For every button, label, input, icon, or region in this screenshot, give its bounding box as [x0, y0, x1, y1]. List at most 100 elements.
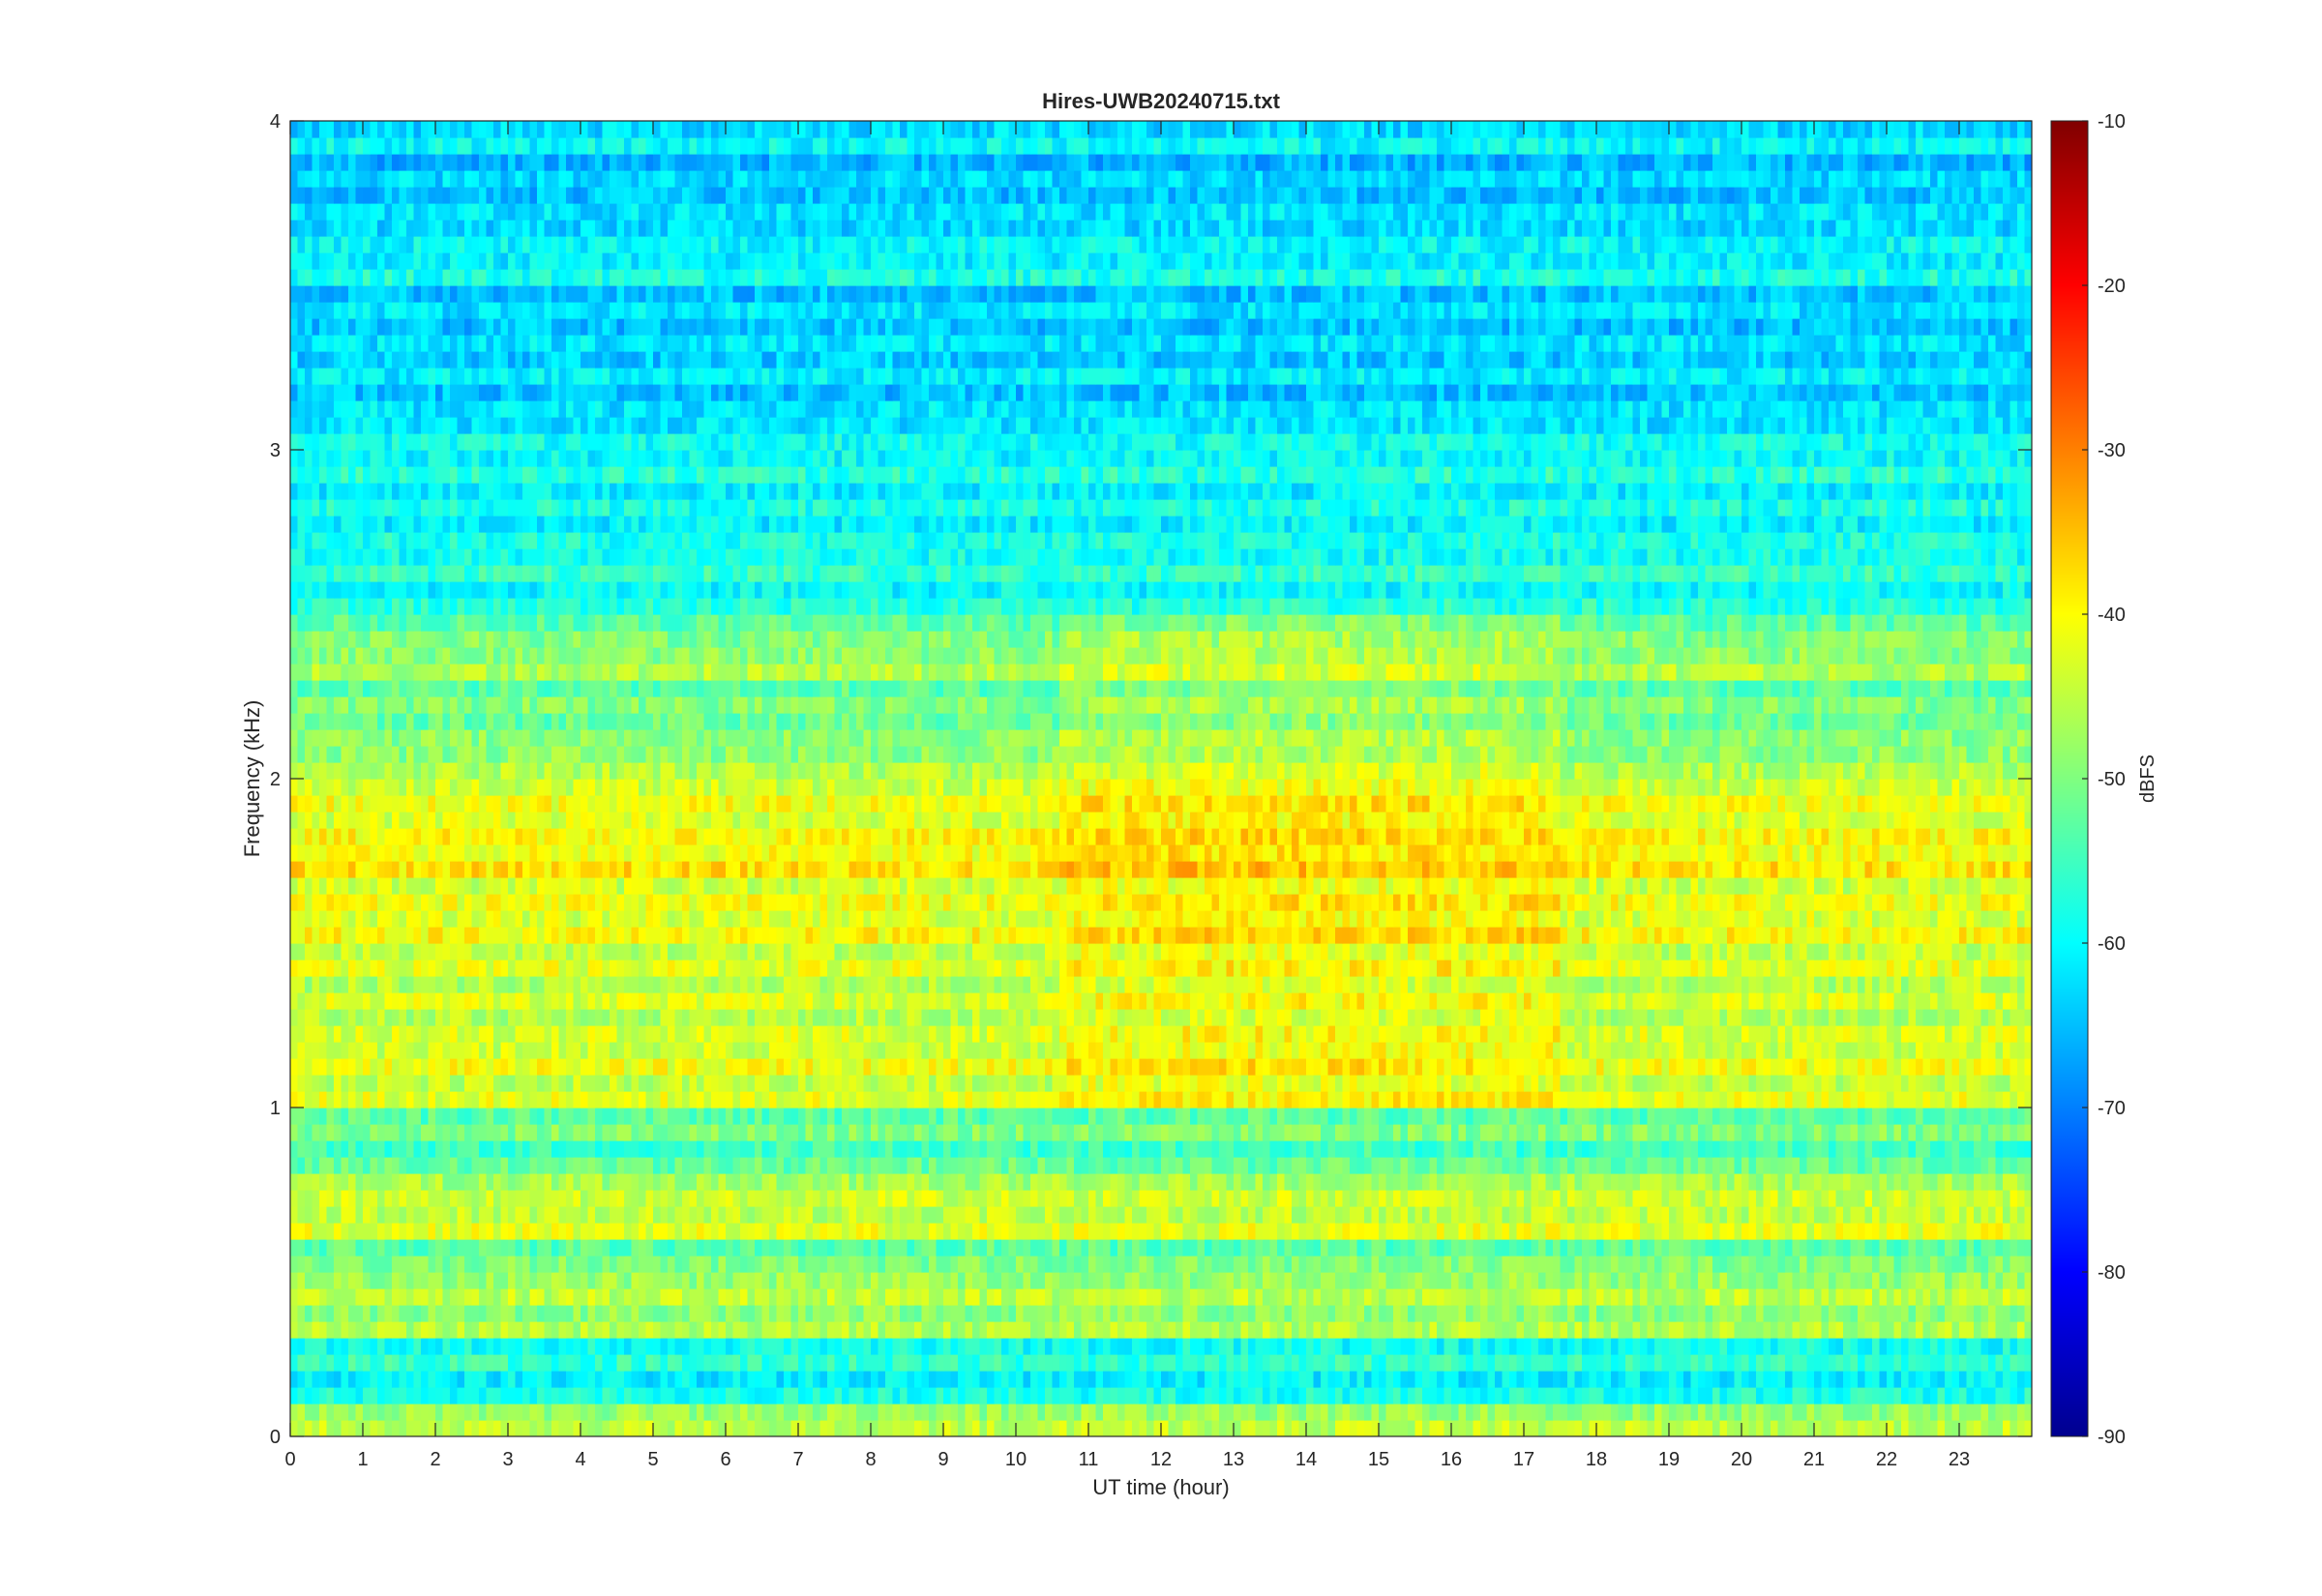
heatmap-cell — [668, 1420, 676, 1436]
heatmap-cell — [1524, 1108, 1533, 1125]
heatmap-cell — [377, 1173, 386, 1191]
heatmap-cell — [1676, 1173, 1684, 1191]
heatmap-cell — [392, 1354, 401, 1372]
heatmap-cell — [1727, 1124, 1736, 1141]
heatmap-cell — [1437, 1387, 1445, 1404]
heatmap-cell — [645, 1272, 654, 1289]
heatmap-cell — [1611, 1108, 1620, 1125]
heatmap-cell — [1988, 1108, 1997, 1125]
heatmap-cell — [1045, 1140, 1054, 1158]
heatmap-cell — [305, 1338, 313, 1355]
heatmap-cell — [1806, 1305, 1815, 1322]
heatmap-cell — [798, 1305, 807, 1322]
heatmap-cell — [1574, 1321, 1583, 1339]
heatmap-cell — [421, 1354, 430, 1372]
heatmap-cell — [1487, 1256, 1496, 1273]
heatmap-cell — [1205, 1305, 1213, 1322]
heatmap-cell — [1001, 1239, 1010, 1256]
heatmap-cell — [1306, 1091, 1315, 1108]
heatmap-cell — [1742, 1206, 1750, 1224]
heatmap-cell — [871, 1371, 879, 1388]
heatmap-cell — [1350, 1140, 1358, 1158]
heatmap-cell — [1298, 1420, 1307, 1436]
heatmap-cell — [1916, 1256, 1924, 1273]
heatmap-cell — [2003, 1239, 2011, 1256]
heatmap-cell — [1429, 1239, 1438, 1256]
heatmap-cell — [421, 1223, 430, 1240]
heatmap-cell — [616, 1190, 625, 1207]
heatmap-cell — [348, 1124, 357, 1141]
heatmap-cell — [1052, 1305, 1060, 1322]
heatmap-cell — [1190, 1108, 1199, 1125]
heatmap-cell — [1045, 1108, 1054, 1125]
heatmap-cell — [319, 1223, 328, 1240]
heatmap-cell — [1974, 1239, 1982, 1256]
heatmap-cell — [1444, 1239, 1452, 1256]
heatmap-cell — [1385, 1140, 1394, 1158]
heatmap-cell — [1531, 1173, 1539, 1191]
heatmap-cell — [1683, 1256, 1692, 1273]
heatmap-cell — [1255, 1256, 1264, 1273]
heatmap-cell — [392, 1173, 401, 1191]
heatmap-cell — [624, 1288, 633, 1306]
heatmap-cell — [660, 1190, 669, 1207]
heatmap-cell — [558, 1305, 567, 1322]
heatmap-cell — [1480, 1124, 1489, 1141]
heatmap-cell — [1059, 1321, 1068, 1339]
heatmap-cell — [399, 1404, 407, 1421]
heatmap-cell — [747, 1338, 756, 1355]
heatmap-cell — [312, 1354, 320, 1372]
heatmap-cell — [1669, 1272, 1678, 1289]
heatmap-cell — [1850, 1387, 1859, 1404]
heatmap-cell — [1966, 1272, 1975, 1289]
heatmap-cell — [1313, 1387, 1322, 1404]
heatmap-cell — [1509, 1338, 1518, 1355]
heatmap-cell — [1234, 1338, 1242, 1355]
heatmap-cell — [1008, 1272, 1017, 1289]
heatmap-cell — [500, 1420, 509, 1436]
heatmap-cell — [1037, 1371, 1046, 1388]
heatmap-cell — [595, 1157, 604, 1174]
heatmap-cell — [442, 1288, 451, 1306]
heatmap-cell — [703, 1338, 712, 1355]
heatmap-cell — [1139, 1091, 1147, 1108]
heatmap-cell — [819, 1256, 828, 1273]
heatmap-cell — [1356, 1338, 1365, 1355]
heatmap-cell — [668, 1190, 676, 1207]
heatmap-cell — [1603, 1288, 1612, 1306]
heatmap-cell — [428, 1223, 436, 1240]
heatmap-cell — [1487, 1223, 1496, 1240]
heatmap-cell — [1937, 1206, 1946, 1224]
heatmap-cell — [544, 1338, 552, 1355]
heatmap-cell — [1603, 1239, 1612, 1256]
heatmap-cell — [421, 1321, 430, 1339]
heatmap-cell — [1792, 1288, 1801, 1306]
heatmap-cell — [610, 1091, 618, 1108]
heatmap-cell — [936, 1190, 944, 1207]
heatmap-cell — [1059, 1305, 1068, 1322]
heatmap-cell — [1951, 1190, 1960, 1207]
heatmap-cell — [1879, 1404, 1888, 1421]
heatmap-cell — [965, 1190, 973, 1207]
heatmap-cell — [1661, 1288, 1670, 1306]
heatmap-cell — [566, 1173, 575, 1191]
heatmap-cell — [406, 1223, 415, 1240]
heatmap-cell — [1560, 1288, 1568, 1306]
heatmap-cell — [1916, 1124, 1924, 1141]
heatmap-cell — [1255, 1239, 1264, 1256]
heatmap-cell — [1625, 1157, 1634, 1174]
heatmap-cell — [1451, 1124, 1460, 1141]
heatmap-cell — [1531, 1305, 1539, 1322]
heatmap-cell — [1081, 1223, 1089, 1240]
heatmap-cell — [1234, 1321, 1242, 1339]
heatmap-cell — [1742, 1288, 1750, 1306]
heatmap-cell — [1313, 1239, 1322, 1256]
heatmap-cell — [834, 1338, 843, 1355]
heatmap-cell — [1669, 1338, 1678, 1355]
heatmap-cell — [1806, 1338, 1815, 1355]
heatmap-cell — [1632, 1091, 1641, 1108]
heatmap-cell — [1560, 1140, 1568, 1158]
heatmap-cell — [319, 1387, 328, 1404]
heatmap-cell — [1951, 1404, 1960, 1421]
heatmap-cell — [1937, 1140, 1946, 1158]
